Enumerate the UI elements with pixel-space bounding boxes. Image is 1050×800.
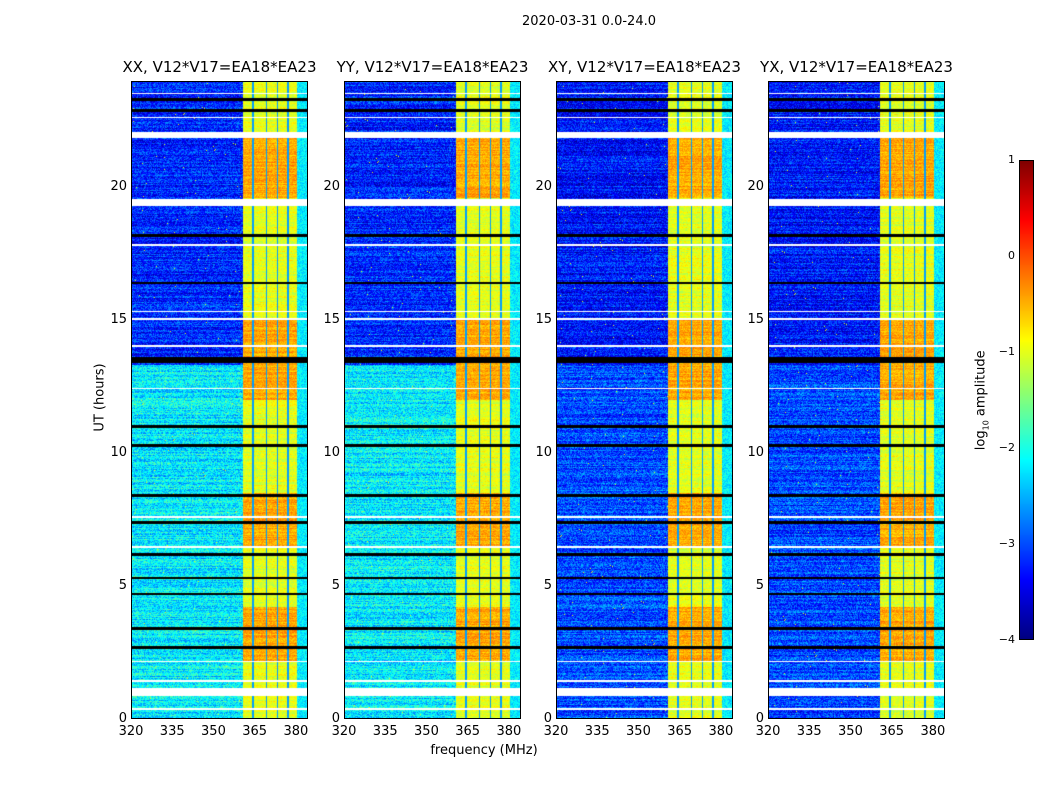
x-tick-label: 335 — [159, 724, 185, 739]
x-tick-label: 320 — [331, 724, 357, 739]
panel-title-yx: YX, V12*V17=EA18*EA23 — [760, 58, 953, 76]
panel-title-yy: YY, V12*V17=EA18*EA23 — [336, 58, 529, 76]
y-tick-label: 0 — [331, 711, 340, 726]
colorbar-tick-label: −1 — [998, 345, 1015, 358]
colorbar-gradient — [1019, 160, 1034, 640]
x-tick-label: 320 — [543, 724, 569, 739]
figure-title: 2020-03-31 0.0-24.0 — [522, 14, 656, 29]
colorbar-label-rest: amplitude — [973, 350, 989, 421]
y-tick-label: 20 — [110, 179, 127, 195]
y-tick-label: 10 — [535, 445, 552, 461]
y-tick-label: 20 — [323, 179, 340, 195]
x-axis-label: frequency (MHz) — [430, 743, 538, 758]
x-tick-label: 320 — [755, 724, 781, 739]
colorbar-tick-label: −4 — [998, 633, 1015, 646]
x-tick-label: 380 — [283, 724, 309, 739]
panel-title-xx: XX, V12*V17=EA18*EA23 — [122, 58, 317, 76]
panel-xx: XX, V12*V17=EA18*EA23 — [122, 58, 317, 719]
x-tick-label: 365 — [879, 724, 905, 739]
x-tick-label: 350 — [838, 724, 863, 739]
heatmap-yx — [768, 81, 945, 719]
x-tick-label: 365 — [455, 724, 481, 739]
heatmap-yy — [344, 81, 521, 719]
y-tick-label: 15 — [110, 312, 127, 328]
y-tick-label: 5 — [118, 578, 127, 594]
y-tick-label: 10 — [323, 445, 340, 461]
heatmap-xx — [131, 81, 308, 719]
x-tick-label: 380 — [920, 724, 946, 739]
x-tick-label: 365 — [667, 724, 693, 739]
colorbar-tick-label: −2 — [998, 441, 1015, 454]
x-tick-label: 350 — [201, 724, 226, 739]
x-tick-label: 350 — [414, 724, 439, 739]
colorbar-tick-label: 1 — [1008, 153, 1015, 166]
y-tick-label: 15 — [323, 312, 340, 328]
x-tick-label: 335 — [584, 724, 610, 739]
x-tick-label: 350 — [626, 724, 651, 739]
y-tick-label: 10 — [747, 445, 764, 461]
panel-yx: YX, V12*V17=EA18*EA23 — [760, 58, 953, 719]
panel-yy: YY, V12*V17=EA18*EA23 — [337, 58, 528, 719]
colorbar-frame — [1019, 160, 1034, 640]
x-tick-label: 380 — [708, 724, 734, 739]
panel-xy: XY, V12*V17=EA18*EA23 — [548, 58, 741, 719]
heatmap-xy — [556, 81, 733, 719]
y-tick-label: 20 — [747, 179, 764, 195]
y-axis-label: UT (hours) — [92, 363, 108, 432]
y-tick-label: 5 — [331, 578, 340, 594]
x-tick-label: 335 — [796, 724, 822, 739]
y-tick-label: 0 — [543, 711, 552, 726]
y-tick-label: 10 — [110, 445, 127, 461]
y-tick-label: 5 — [755, 578, 764, 594]
x-tick-label: 365 — [242, 724, 268, 739]
panel-title-xy: XY, V12*V17=EA18*EA23 — [548, 58, 741, 76]
y-tick-label: 0 — [118, 711, 127, 726]
x-tick-label: 380 — [496, 724, 522, 739]
colorbar — [1019, 160, 1034, 640]
y-tick-label: 20 — [535, 179, 552, 195]
colorbar-tick-label: 0 — [1008, 249, 1015, 262]
colorbar-label-sub: 10 — [981, 420, 991, 431]
y-tick-label: 15 — [535, 312, 552, 328]
colorbar-tick-label: −3 — [998, 537, 1015, 550]
y-tick-label: 5 — [543, 578, 552, 594]
x-tick-label: 320 — [118, 724, 144, 739]
x-tick-label: 335 — [372, 724, 398, 739]
y-tick-label: 15 — [747, 312, 764, 328]
y-tick-label: 0 — [755, 711, 764, 726]
